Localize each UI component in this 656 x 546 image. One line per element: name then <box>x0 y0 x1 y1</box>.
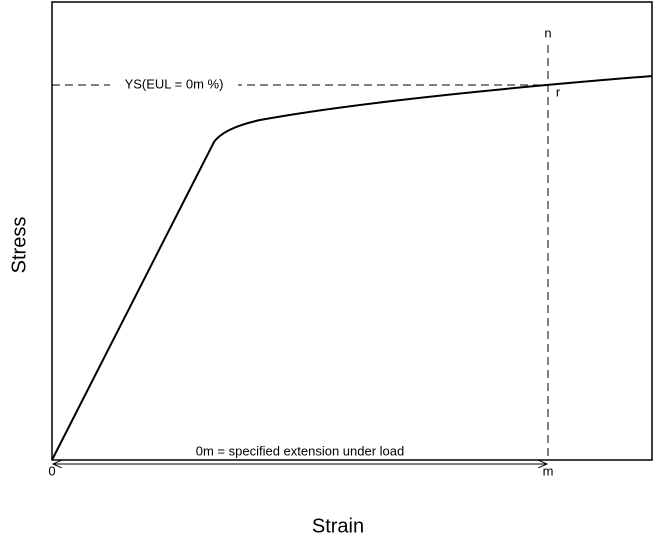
ys-label-bg <box>110 76 238 94</box>
x-axis-label: Strain <box>312 515 364 537</box>
origin-label: 0 <box>48 463 55 478</box>
y-axis-label: Stress <box>8 217 30 274</box>
plot-frame <box>51 1 653 461</box>
n-label: n <box>544 25 551 40</box>
ys-label: YS(EUL = 0m %) <box>125 76 224 91</box>
extension-label: 0m = specified extension under load <box>196 443 405 458</box>
stress-strain-curve <box>51 75 653 461</box>
r-label: r <box>556 84 561 99</box>
m-label: m <box>543 463 554 478</box>
